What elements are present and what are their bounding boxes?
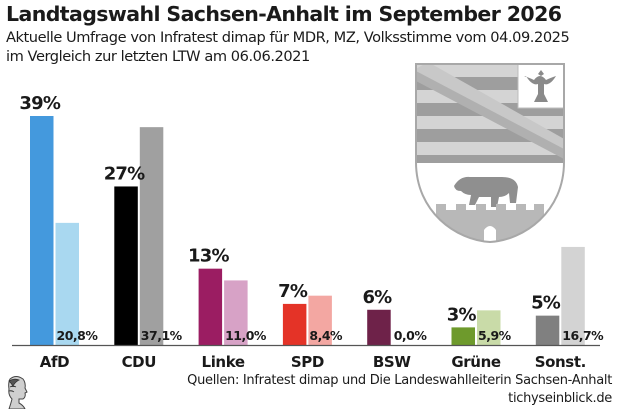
bar-2021-linke bbox=[224, 280, 248, 345]
value-label-2021-linke: 11,0% bbox=[225, 328, 267, 343]
value-label-2021-bsw: 0,0% bbox=[394, 328, 428, 343]
value-label-2025-bsw: 6% bbox=[362, 287, 392, 308]
bar-2021-sonst bbox=[561, 246, 585, 345]
value-label-2025-sonst: 5% bbox=[531, 293, 561, 314]
value-label-2021-afd: 20,8% bbox=[57, 328, 99, 343]
value-label-2025-spd: 7% bbox=[278, 281, 308, 302]
value-label-2021-sonst: 16,7% bbox=[562, 328, 604, 343]
category-label-sonst: Sonst. bbox=[535, 353, 586, 371]
value-label-2025-afd: 39% bbox=[19, 93, 60, 114]
category-label-bsw: BSW bbox=[373, 353, 411, 371]
bar-2025-afd bbox=[30, 116, 54, 345]
bar-2025-cdu bbox=[114, 186, 138, 345]
value-label-2021-spd: 8,4% bbox=[309, 328, 343, 343]
category-label-spd: SPD bbox=[291, 353, 324, 371]
bar-2025-spd bbox=[282, 303, 307, 345]
sachsen-anhalt-coat-of-arms-icon bbox=[415, 63, 565, 244]
value-label-2025-cdu: 27% bbox=[104, 163, 145, 184]
chart-subtitle-line2: im Vergleich zur letzten LTW am 06.06.20… bbox=[6, 48, 310, 65]
bar-2021-cdu bbox=[139, 127, 164, 346]
classical-head-logo-icon bbox=[8, 376, 28, 409]
bar-2025-linke bbox=[198, 268, 223, 345]
bar-2025-gr-ne bbox=[451, 327, 475, 345]
bar-2025-bsw bbox=[367, 309, 391, 345]
value-label-2025-linke: 13% bbox=[188, 246, 229, 267]
category-label-cdu: CDU bbox=[122, 353, 156, 371]
chart-title: Landtagswahl Sachsen-Anhalt im September… bbox=[6, 2, 562, 26]
bar-2021-spd bbox=[308, 295, 332, 345]
category-label-gr-ne: Grüne bbox=[451, 353, 500, 371]
site-credit: tichyseinblick.de bbox=[508, 391, 612, 406]
chart-subtitle-line1: Aktuelle Umfrage von Infratest dimap für… bbox=[6, 29, 570, 46]
source-note: Quellen: Infratest dimap und Die Landesw… bbox=[187, 373, 612, 388]
category-label-afd: AfD bbox=[40, 353, 69, 371]
value-label-2025-gr-ne: 3% bbox=[447, 304, 477, 325]
value-label-2021-gr-ne: 5,9% bbox=[478, 328, 512, 343]
bar-2021-afd bbox=[55, 222, 79, 345]
value-label-2021-cdu: 37,1% bbox=[141, 328, 183, 343]
bar-2021-gr-ne bbox=[477, 310, 501, 345]
bar-2025-sonst bbox=[535, 315, 560, 345]
category-label-linke: Linke bbox=[202, 353, 245, 371]
